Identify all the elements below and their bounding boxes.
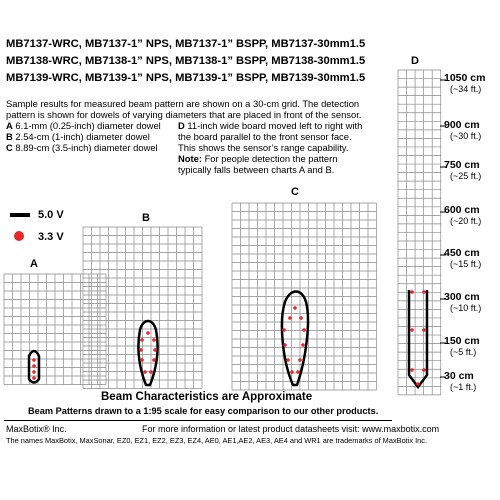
intro-line-1: Sample results for measured beam pattern… bbox=[6, 98, 360, 109]
range-450-value: 450 cm bbox=[444, 247, 480, 259]
range-600-value: 600 cm bbox=[444, 204, 480, 216]
range-600: 600 cm (~20 ft.) bbox=[444, 204, 481, 226]
range-300: 300 cm (~10 ft.) bbox=[444, 291, 481, 313]
range-1050-feet: (~34 ft.) bbox=[450, 84, 482, 94]
grid-chart-d bbox=[397, 69, 442, 396]
range-30-value: 30 cm bbox=[444, 370, 474, 382]
range-1050: 1050 cm (~34 ft.) bbox=[444, 72, 485, 94]
dowel-b-key: B bbox=[6, 131, 13, 142]
note-line-2: typically falls between charts A and B. bbox=[178, 164, 335, 175]
board-d-line-2: the board parallel to the front sensor f… bbox=[178, 131, 352, 142]
note-text: For people detection the pattern bbox=[201, 153, 338, 164]
range-900: 900 cm (~30 ft.) bbox=[444, 119, 481, 141]
model-line-3: MB7139-WRC, MB7139-1” NPS, MB7139-1” BSP… bbox=[6, 72, 366, 84]
beam-b-5v-outline bbox=[137, 319, 159, 387]
beam-b-3v3-dots bbox=[139, 331, 157, 374]
range-150-value: 150 cm bbox=[444, 335, 480, 347]
legend-3v3-dot bbox=[14, 231, 24, 241]
beam-d-3v3-dots bbox=[410, 290, 426, 386]
chart-a-label: A bbox=[30, 258, 38, 270]
dowel-b-text: 2.54-cm (1-inch) diameter dowel bbox=[12, 131, 150, 142]
footer-company: MaxBotix® Inc. bbox=[6, 424, 67, 434]
range-1050-value: 1050 cm bbox=[444, 72, 486, 84]
grid-layer bbox=[3, 69, 442, 396]
note-key: Note: bbox=[178, 153, 202, 164]
beam-a-3v3-dots bbox=[32, 358, 36, 380]
range-300-value: 300 cm bbox=[444, 291, 480, 303]
intro-line-2: pattern is shown for dowels of varying d… bbox=[6, 109, 362, 120]
board-d-line-3: This shows the sensor’s range capability… bbox=[178, 142, 349, 153]
beam-d-5v-outline bbox=[407, 290, 429, 390]
legend-5v-label: 5.0 V bbox=[38, 209, 64, 221]
dowel-a-description: A 6.1-mm (0.25-inch) diameter dowel bbox=[6, 120, 161, 131]
range-30-feet: (~1 ft.) bbox=[450, 382, 477, 392]
range-900-value: 900 cm bbox=[444, 119, 480, 131]
board-d-text: 11-inch wide board moved left to right w… bbox=[184, 120, 363, 131]
dowel-c-text: 8.89-cm (3.5-inch) diameter dowel bbox=[12, 142, 158, 153]
range-150-feet: (~5 ft.) bbox=[450, 347, 477, 357]
dowel-c-description: C 8.89-cm (3.5-inch) diameter dowel bbox=[6, 142, 158, 153]
range-tick-layer bbox=[440, 79, 446, 378]
model-line-1: MB7137-WRC, MB7137-1” NPS, MB7137-1” BSP… bbox=[6, 38, 366, 50]
range-600-feet: (~20 ft.) bbox=[450, 216, 482, 226]
board-d-key: D bbox=[178, 120, 185, 131]
footer-divider bbox=[4, 420, 392, 421]
dowel-a-key: A bbox=[6, 120, 13, 131]
model-line-2: MB7138-WRC, MB7138-1” NPS, MB7138-1” BSP… bbox=[6, 55, 366, 67]
range-900-feet: (~30 ft.) bbox=[450, 131, 482, 141]
range-150: 150 cm (~5 ft.) bbox=[444, 335, 480, 357]
range-750: 750 cm (~25 ft.) bbox=[444, 159, 481, 181]
board-d-description: D 11-inch wide board moved left to right… bbox=[178, 120, 362, 131]
beam-a-5v-outline bbox=[27, 349, 41, 384]
footer-trademarks: The names MaxBotix, MaxSonar, EZ0, EZ1, … bbox=[6, 436, 428, 445]
chart-d-label: D bbox=[411, 55, 419, 67]
footer-info: For more information or latest product d… bbox=[142, 424, 440, 434]
beam-c-5v-outline bbox=[280, 290, 310, 387]
legend-3v3-label: 3.3 V bbox=[38, 231, 64, 243]
dowel-b-description: B 2.54-cm (1-inch) diameter dowel bbox=[6, 131, 150, 142]
chart-c-label: C bbox=[291, 186, 299, 198]
range-750-value: 750 cm bbox=[444, 159, 480, 171]
range-300-feet: (~10 ft.) bbox=[450, 303, 482, 313]
range-450: 450 cm (~15 ft.) bbox=[444, 247, 481, 269]
beam-subtitle: Beam Patterns drawn to a 1:95 scale for … bbox=[28, 406, 379, 416]
beam-title: Beam Characteristics are Approximate bbox=[101, 391, 313, 403]
range-450-feet: (~15 ft.) bbox=[450, 259, 482, 269]
dowel-c-key: C bbox=[6, 142, 13, 153]
grid-chart-b bbox=[82, 226, 203, 389]
beam-c-3v3-dots bbox=[282, 306, 306, 374]
range-30: 30 cm (~1 ft.) bbox=[444, 370, 476, 392]
dowel-a-text: 6.1-mm (0.25-inch) diameter dowel bbox=[12, 120, 161, 131]
note-line-1: Note: For people detection the pattern bbox=[178, 153, 337, 164]
range-750-feet: (~25 ft.) bbox=[450, 171, 482, 181]
chart-b-label: B bbox=[142, 212, 150, 224]
